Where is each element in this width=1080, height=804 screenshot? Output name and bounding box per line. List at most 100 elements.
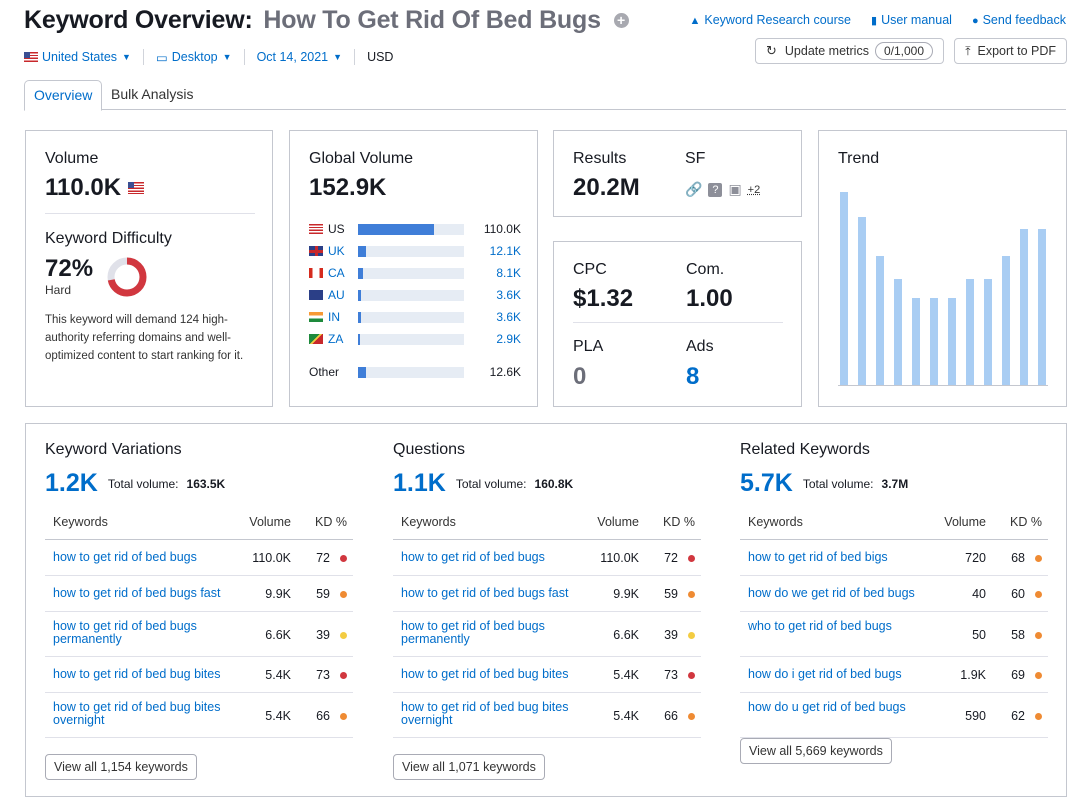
row-volume: 590 <box>965 708 986 723</box>
country-code: ZA <box>328 332 344 346</box>
row-kd: 68 <box>1011 551 1025 565</box>
col-keywords[interactable]: Keywords <box>401 515 456 529</box>
row-volume: 50 <box>972 627 986 642</box>
country-select[interactable]: United States ▼ <box>24 50 131 64</box>
trend-bar[interactable] <box>912 298 920 385</box>
trend-bar[interactable] <box>948 298 956 385</box>
trend-bar[interactable] <box>840 192 848 385</box>
col-kd[interactable]: KD % <box>315 515 347 529</box>
section-count[interactable]: 1.1K <box>393 469 446 497</box>
kd-dot-icon <box>688 631 695 639</box>
row-kd: 72 <box>664 551 678 565</box>
col-keywords[interactable]: Keywords <box>748 515 803 529</box>
section-count[interactable]: 5.7K <box>740 469 793 497</box>
col-volume[interactable]: Volume <box>944 515 986 529</box>
tab-overview[interactable]: Overview <box>24 80 103 111</box>
keyword-link[interactable]: how do u get rid of bed bugs <box>748 700 906 714</box>
country-volume[interactable]: 3.6K <box>496 288 521 302</box>
keyword-link[interactable]: who to get rid of bed bugs <box>748 619 892 633</box>
image-icon[interactable]: ▣ <box>728 181 742 197</box>
pla-label: PLA <box>573 338 604 355</box>
view-all-button[interactable]: View all 1,154 keywords <box>45 754 197 780</box>
keyword-link[interactable]: how to get rid of bed bug bites <box>53 667 221 681</box>
keyword-link[interactable]: how to get rid of bed bugs permanently <box>401 619 545 646</box>
update-metrics-button[interactable]: ↻ Update metrics 0/1,000 <box>754 38 944 64</box>
share-bar <box>358 311 464 323</box>
country-list: US 110.0K UK 12.1K CA 8.1K AU 3.6K IN 3.6K ZA 2.9K <box>309 218 521 350</box>
table-header: Keywords Volume KD % <box>740 510 1048 540</box>
global-volume-label: Global Volume <box>309 150 414 167</box>
question-icon[interactable]: ? <box>708 182 723 197</box>
send-feedback-link[interactable]: ● Send feedback <box>971 13 1066 27</box>
section-questions: Questions 1.1K Total volume: 160.8K Keywords… <box>393 424 701 794</box>
keyword-link[interactable]: how to get rid of bed bug bites <box>401 667 569 681</box>
row-kd: 59 <box>664 587 678 601</box>
trend-bar[interactable] <box>1038 228 1046 385</box>
update-counter: 0/1,000 <box>874 42 933 60</box>
trend-bar[interactable] <box>894 278 902 385</box>
trend-bar[interactable] <box>1020 228 1028 385</box>
table-row: how to get rid of bed bugs fast 9.9K 59 <box>393 576 701 612</box>
trend-bar[interactable] <box>966 278 974 385</box>
col-volume[interactable]: Volume <box>597 515 639 529</box>
device-select[interactable]: ▭ Desktop ▼ <box>155 50 232 65</box>
keyword-research-course-link[interactable]: ▲ Keyword Research course <box>689 13 852 27</box>
tab-bulk-analysis[interactable]: Bulk Analysis <box>111 86 194 102</box>
country-volume: 12.6K <box>489 365 521 379</box>
section-count[interactable]: 1.2K <box>45 469 98 497</box>
trend-card: Trend <box>818 130 1067 407</box>
row-kd: 66 <box>316 708 330 723</box>
keyword-link[interactable]: how do i get rid of bed bugs <box>748 667 902 681</box>
export-pdf-button[interactable]: ⤒ Export to PDF <box>954 38 1067 64</box>
section-summary: 5.7K Total volume: 3.7M <box>740 469 908 498</box>
view-all-button[interactable]: View all 5,669 keywords <box>740 738 892 764</box>
trend-bar[interactable] <box>930 298 938 385</box>
cpc-card: CPC $1.32 Com. 1.00 PLA 0 Ads 8 <box>553 241 802 407</box>
ads-value[interactable]: 8 <box>686 363 700 390</box>
col-kd[interactable]: KD % <box>1010 515 1042 529</box>
date-select[interactable]: Oct 14, 2021 ▼ <box>256 50 343 64</box>
page-title: Keyword Overview: How To Get Rid Of Bed … <box>24 6 629 35</box>
kd-donut-chart <box>107 257 147 297</box>
link-icon[interactable]: 🔗 <box>685 181 703 197</box>
table-row: how do u get rid of bed bugs 590 62 <box>740 693 1048 738</box>
sf-more[interactable]: +2 <box>747 183 761 196</box>
in-flag-icon <box>309 312 323 322</box>
kd-level: Hard <box>45 283 72 297</box>
user-manual-link[interactable]: ▮ User manual <box>871 13 952 27</box>
trend-bar[interactable] <box>1002 255 1010 385</box>
add-to-list-icon[interactable]: + <box>613 13 629 28</box>
row-kd: 69 <box>1011 668 1025 682</box>
col-keywords[interactable]: Keywords <box>53 515 108 529</box>
keyword-link[interactable]: how do we get rid of bed bugs <box>748 586 915 600</box>
country-volume[interactable]: 8.1K <box>496 266 521 280</box>
kd-dot-icon <box>340 555 347 562</box>
share-bar <box>358 366 464 378</box>
keyword-link[interactable]: how to get rid of bed bugs permanently <box>53 619 197 646</box>
keyword-link[interactable]: how to get rid of bed bugs <box>401 550 545 564</box>
trend-bar[interactable] <box>858 217 866 385</box>
chevron-down-icon: ▼ <box>122 52 131 62</box>
keyword-link[interactable]: how to get rid of bed bug bites overnigh… <box>401 700 569 727</box>
za-flag-icon <box>309 334 323 344</box>
row-kd: 58 <box>1011 627 1025 642</box>
keyword-link[interactable]: how to get rid of bed bigs <box>748 550 888 564</box>
kd-dot-icon <box>688 555 695 562</box>
keyword-link[interactable]: how to get rid of bed bugs fast <box>53 586 221 600</box>
trend-bar[interactable] <box>876 255 884 385</box>
country-volume[interactable]: 3.6K <box>496 310 521 324</box>
total-volume-label: Total volume: <box>455 476 527 491</box>
trend-bar[interactable] <box>984 278 992 385</box>
col-volume[interactable]: Volume <box>249 515 291 529</box>
country-volume[interactable]: 12.1K <box>489 244 521 258</box>
col-kd[interactable]: KD % <box>663 515 695 529</box>
kd-dot-icon <box>688 672 695 679</box>
country-volume[interactable]: 2.9K <box>496 332 521 346</box>
section-summary: 1.2K Total volume: 163.5K <box>45 469 225 498</box>
keyword-link[interactable]: how to get rid of bed bugs fast <box>401 586 569 600</box>
keyword-link[interactable]: how to get rid of bed bug bites overnigh… <box>53 700 221 727</box>
share-bar <box>358 267 464 279</box>
view-all-button[interactable]: View all 1,071 keywords <box>393 754 545 780</box>
section-title: Questions <box>393 441 466 458</box>
keyword-link[interactable]: how to get rid of bed bugs <box>53 550 197 564</box>
